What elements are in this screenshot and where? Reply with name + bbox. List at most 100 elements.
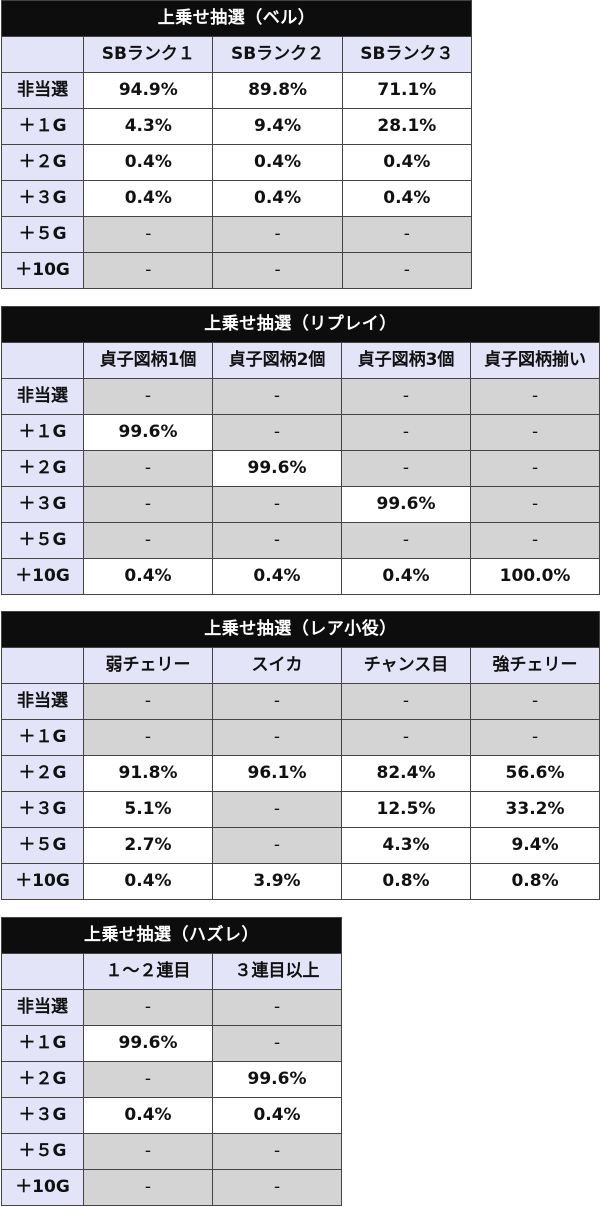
- value-cell: 5.1%: [83, 791, 213, 828]
- table-title: 上乗せ抽選（リプレイ）: [0, 306, 600, 343]
- column-header: SBランク３: [341, 36, 473, 73]
- empty-cell: -: [341, 450, 471, 487]
- table-row: ＋10G - - -: [0, 252, 473, 289]
- empty-cell: -: [83, 1061, 213, 1098]
- empty-cell: -: [83, 252, 214, 289]
- empty-cell: -: [212, 216, 343, 253]
- value-cell: 71.1%: [341, 72, 473, 109]
- table-row: ＋５G - -: [1, 1133, 343, 1170]
- row-label: ＋５G: [1, 1133, 84, 1170]
- row-label: ＋１G: [0, 108, 85, 145]
- value-cell: 0.4%: [211, 1097, 343, 1134]
- row-label: ＋５G: [0, 216, 85, 253]
- row-label: ＋２G: [0, 144, 85, 181]
- table-title: 上乗せ抽選（ベル）: [1, 0, 472, 37]
- value-cell: 89.8%: [212, 72, 343, 109]
- row-label: ＋２G: [1, 755, 84, 792]
- table-row: ＋５G - - -: [0, 216, 473, 253]
- value-cell: 2.7%: [83, 827, 213, 864]
- column-header: 貞子図柄2個: [212, 342, 342, 379]
- value-cell: 99.6%: [341, 486, 471, 523]
- value-cell: 0.4%: [83, 1097, 213, 1134]
- value-cell: 0.8%: [469, 863, 600, 900]
- table-row: 非当選 - -: [1, 989, 343, 1026]
- corner-cell: [1, 647, 84, 684]
- table-row: ＋２G -99.6% - -: [1, 450, 600, 487]
- empty-cell: -: [212, 522, 342, 559]
- empty-cell: -: [212, 486, 342, 523]
- value-cell: 82.4%: [341, 755, 471, 792]
- column-header: ３連目以上: [211, 953, 343, 990]
- corner-cell: [1, 953, 84, 990]
- row-label: 非当選: [1, 378, 84, 415]
- row-label: ＋３G: [0, 180, 85, 217]
- row-label: ＋１G: [1, 414, 84, 451]
- empty-cell: -: [83, 1133, 213, 1170]
- table-row: ＋２G 0.4% 0.4% 0.4%: [0, 144, 473, 181]
- empty-cell: -: [469, 450, 600, 487]
- empty-cell: -: [212, 827, 342, 864]
- value-cell: 0.8%: [341, 863, 471, 900]
- empty-cell: -: [211, 1169, 343, 1206]
- value-cell: 91.8%: [83, 755, 213, 792]
- empty-cell: -: [83, 378, 213, 415]
- table-row: ＋２G -99.6%: [1, 1061, 343, 1098]
- table-row: ＋３G - -99.6% -: [1, 486, 600, 523]
- empty-cell: -: [469, 378, 600, 415]
- value-cell: 94.9%: [83, 72, 214, 109]
- empty-cell: -: [212, 791, 342, 828]
- table-row: ＋１G 99.6% -: [1, 1025, 343, 1062]
- corner-cell: [1, 342, 84, 379]
- table-bell: 上乗せ抽選（ベル） SBランク１ SBランク２ SBランク３ 非当選 94.9% 8…: [0, 0, 473, 289]
- value-cell: 4.3%: [341, 827, 471, 864]
- column-header: スイカ: [212, 647, 342, 684]
- row-label: ＋２G: [1, 1061, 84, 1098]
- table-row: ＋10G 0.4% 0.4% 0.4% 100.0%: [1, 558, 600, 595]
- column-header: 貞子図柄3個: [341, 342, 471, 379]
- table-row: ＋２G 91.8% 96.1% 82.4% 56.6%: [1, 755, 600, 792]
- table-row: ＋10G - -: [1, 1169, 343, 1206]
- value-cell: 0.4%: [83, 863, 213, 900]
- value-cell: 28.1%: [341, 108, 473, 145]
- empty-cell: -: [212, 252, 343, 289]
- empty-cell: -: [83, 719, 213, 756]
- empty-cell: -: [211, 1025, 343, 1062]
- row-label: 非当選: [1, 683, 84, 720]
- column-header: 弱チェリー: [83, 647, 213, 684]
- value-cell: 33.2%: [469, 791, 600, 828]
- value-cell: 100.0%: [469, 558, 600, 595]
- row-label: ＋10G: [1, 863, 84, 900]
- table-replay: 上乗せ抽選（リプレイ） 貞子図柄1個 貞子図柄2個 貞子図柄3個 貞子図柄揃い …: [0, 306, 600, 595]
- row-label: ＋10G: [1, 1169, 84, 1206]
- corner-cell: [0, 36, 85, 73]
- column-header: SBランク２: [212, 36, 343, 73]
- value-cell: 9.4%: [212, 108, 343, 145]
- column-header: 強チェリー: [469, 647, 600, 684]
- row-label: ＋５G: [1, 522, 84, 559]
- table-rare-role: 上乗せ抽選（レア小役） 弱チェリー スイカ チャンス目 強チェリー 非当選 - - -…: [0, 611, 600, 900]
- table-row: ＋５G - - - -: [1, 522, 600, 559]
- empty-cell: -: [212, 683, 342, 720]
- value-cell: 0.4%: [83, 144, 214, 181]
- empty-cell: -: [341, 216, 473, 253]
- value-cell: 0.4%: [212, 558, 342, 595]
- empty-cell: -: [341, 252, 473, 289]
- empty-cell: -: [469, 719, 600, 756]
- value-cell: 56.6%: [469, 755, 600, 792]
- table-row: ＋１G 4.3% 9.4% 28.1%: [0, 108, 473, 145]
- table-row: ＋５G 2.7% -4.3% 9.4%: [1, 827, 600, 864]
- row-label: ＋１G: [1, 1025, 84, 1062]
- empty-cell: -: [83, 486, 213, 523]
- column-header: １～２連目: [83, 953, 213, 990]
- column-header: チャンス目: [341, 647, 471, 684]
- column-header: 貞子図柄1個: [83, 342, 213, 379]
- empty-cell: -: [469, 414, 600, 451]
- table-row: 非当選 - - - -: [1, 683, 600, 720]
- table-row: 非当選 - - - -: [1, 378, 600, 415]
- row-label: ＋３G: [1, 1097, 84, 1134]
- value-cell: 0.4%: [212, 180, 343, 217]
- empty-cell: -: [469, 522, 600, 559]
- table-row: ＋３G 5.1% -12.5% 33.2%: [1, 791, 600, 828]
- value-cell: 12.5%: [341, 791, 471, 828]
- empty-cell: -: [341, 683, 471, 720]
